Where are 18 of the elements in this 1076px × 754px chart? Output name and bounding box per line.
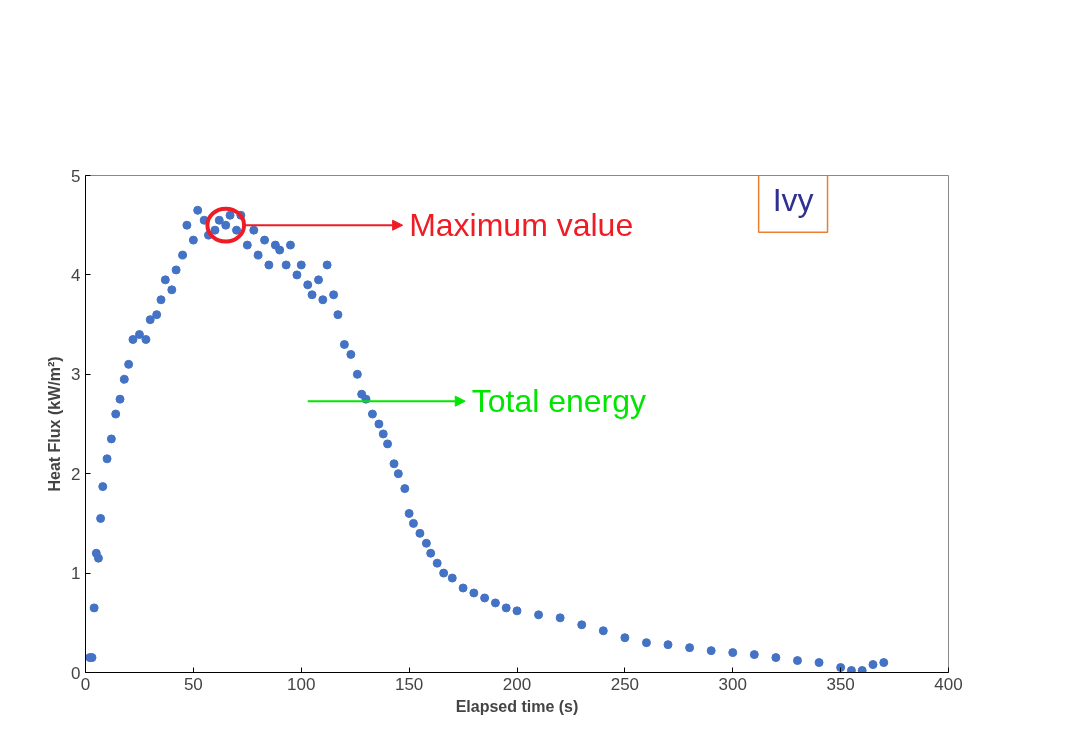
y-tick-label: 4	[71, 265, 81, 285]
x-tick-label: 50	[183, 674, 203, 694]
annotation: Total energy	[471, 383, 647, 420]
annotation: Ivy	[772, 182, 814, 219]
x-tick-label: 100	[287, 674, 316, 694]
x-tick-label: 400	[934, 674, 963, 694]
x-tick-label: 300	[718, 674, 747, 694]
y-tick-label: 5	[71, 166, 81, 186]
y-tick-label: 2	[71, 464, 81, 484]
x-tick-label: 250	[610, 674, 640, 694]
y-tick-label: 1	[71, 564, 81, 584]
x-tick-label: 350	[826, 674, 855, 694]
x-tick-label: 150	[394, 674, 424, 694]
x-axis-title: Elapsed time (s)	[455, 697, 579, 715]
y-tick-label: 3	[71, 365, 81, 385]
x-tick-label: 200	[502, 674, 532, 694]
y-axis-title: Heat Flux (kW/m²)	[46, 356, 64, 492]
annotation: Maximum value	[409, 207, 634, 244]
